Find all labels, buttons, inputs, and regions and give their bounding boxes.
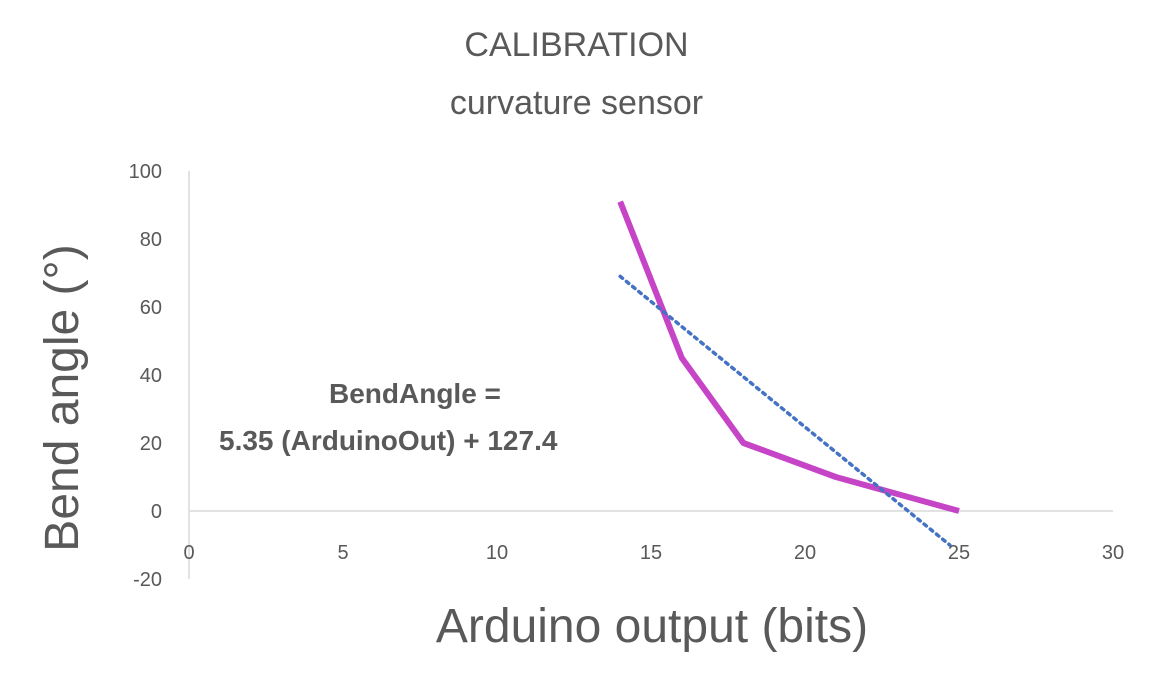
x-tick-label: 25 (948, 542, 970, 564)
y-axis-ticks: 100 80 60 40 20 0 -20 (129, 161, 162, 591)
y-tick-label: 40 (140, 365, 162, 387)
x-tick-label: 30 (1102, 542, 1124, 564)
x-tick-label: 10 (486, 542, 508, 564)
chart-subtitle: curvature sensor (449, 84, 704, 122)
chart-series (617, 200, 960, 547)
y-tick-label: 80 (140, 229, 162, 251)
y-tick-label: -20 (133, 569, 162, 591)
y-tick-label: 100 (129, 161, 162, 183)
data-series-line (617, 200, 960, 514)
x-tick-label: 20 (794, 542, 816, 564)
y-tick-label: 0 (151, 501, 162, 523)
y-axis-label: Bend angle (°) (36, 244, 89, 551)
x-axis-ticks: 0 5 10 15 20 25 30 (183, 542, 1124, 564)
y-tick-label: 60 (140, 297, 162, 319)
x-tick-label: 0 (183, 542, 194, 564)
equation-line-2: 5.35 (ArduinoOut) + 127.4 (219, 425, 558, 456)
y-tick-label: 20 (140, 433, 162, 455)
equation-line-1: BendAngle = (329, 378, 501, 409)
chart-title: CALIBRATION (464, 26, 689, 64)
chart-axes (188, 171, 1113, 579)
trendline (618, 274, 952, 547)
x-tick-label: 5 (337, 542, 348, 564)
x-axis-label: Arduino output (bits) (436, 600, 868, 653)
x-tick-label: 15 (640, 542, 662, 564)
